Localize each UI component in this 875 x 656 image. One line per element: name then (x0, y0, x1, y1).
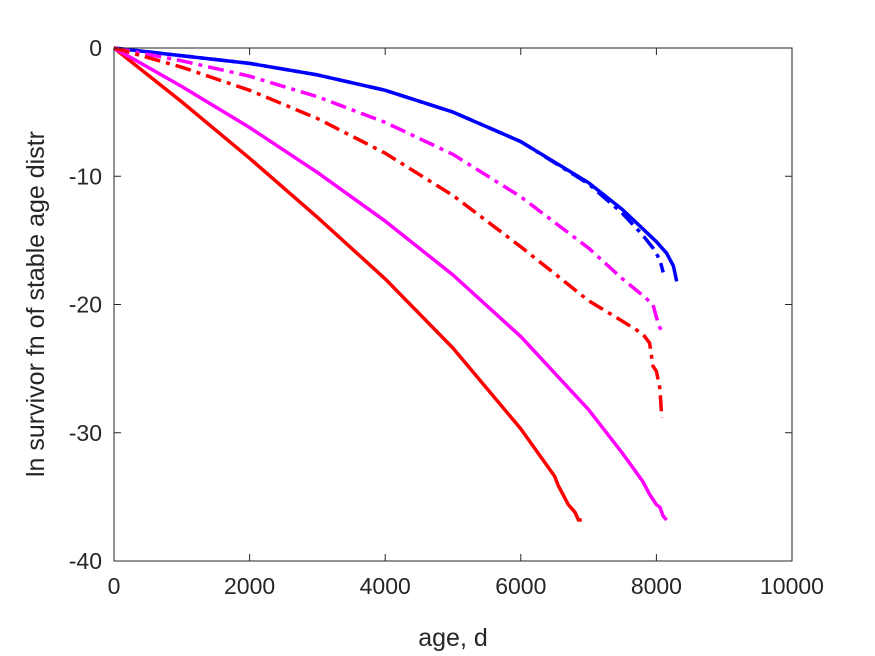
tick-marks (113, 47, 793, 562)
y-tick-label: 0 (89, 35, 102, 61)
y-tick-label: -30 (69, 420, 102, 446)
series-line-2 (113, 46, 668, 522)
x-tick-label: 4000 (360, 573, 411, 599)
x-tick-label: 8000 (631, 573, 682, 599)
plot-area (112, 46, 793, 562)
y-tick-label: -40 (69, 548, 102, 574)
y-tick-label: -20 (69, 292, 102, 318)
y-tick-labels: 0 -10 -20 -30 -40 (69, 35, 102, 574)
series-line-5 (113, 46, 665, 334)
x-tick-label: 6000 (495, 573, 546, 599)
x-tick-label: 10000 (760, 573, 824, 599)
series-line-3 (113, 46, 679, 282)
x-tick-label: 2000 (224, 573, 275, 599)
axes-box (113, 47, 793, 562)
series-line-6 (113, 46, 664, 418)
x-axis-label: age, d (418, 624, 488, 652)
y-tick-label: -10 (69, 163, 102, 189)
x-tick-label: 0 (108, 573, 121, 599)
series-line-1 (112, 46, 582, 522)
y-axis-label: ln survivor fn of stable age distr (22, 131, 50, 477)
series-line-4 (113, 46, 665, 273)
x-tick-labels: 0 2000 4000 6000 8000 10000 (108, 573, 824, 599)
